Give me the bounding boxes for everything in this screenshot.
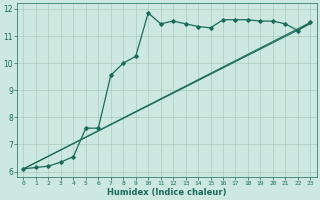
- X-axis label: Humidex (Indice chaleur): Humidex (Indice chaleur): [107, 188, 227, 197]
